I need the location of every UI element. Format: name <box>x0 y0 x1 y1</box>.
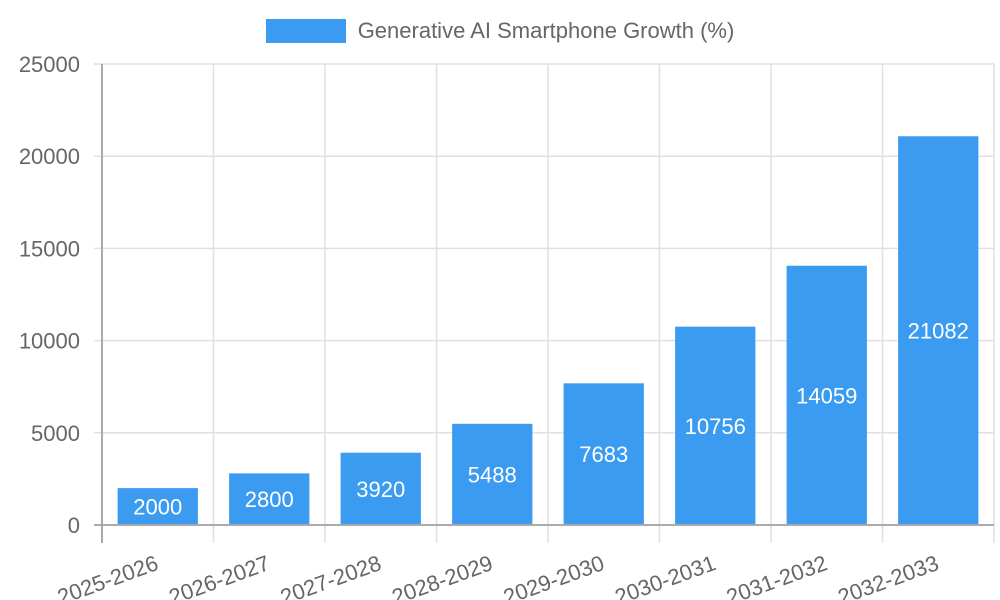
x-tick-label: 2026-2027 <box>166 550 273 600</box>
bar[interactable] <box>117 488 198 525</box>
data-label: 14059 <box>796 383 857 408</box>
y-tick-label: 20000 <box>19 144 80 169</box>
bar[interactable] <box>229 473 310 525</box>
chart-legend: Generative AI Smartphone Growth (%) <box>0 18 1000 44</box>
x-tick-label: 2032-2033 <box>835 550 942 600</box>
data-label: 2800 <box>245 487 294 512</box>
data-label: 10756 <box>685 414 746 439</box>
y-tick-label: 5000 <box>31 421 80 446</box>
y-tick-label: 15000 <box>19 236 80 261</box>
y-axis-ticks: 0 5000 10000 15000 20000 25000 <box>19 52 80 538</box>
bars <box>117 136 979 525</box>
data-label: 7683 <box>579 442 628 467</box>
x-axis-ticks: 2025-2026 2026-2027 2027-2028 2028-2029 2029… <box>54 550 942 600</box>
bar[interactable] <box>675 326 756 525</box>
bar[interactable] <box>452 423 533 525</box>
legend-label[interactable]: Generative AI Smartphone Growth (%) <box>357 18 735 43</box>
x-tick-label: 2027-2028 <box>277 550 384 600</box>
axes <box>94 64 994 543</box>
x-tick-label: 2030-2031 <box>612 550 719 600</box>
bar[interactable] <box>898 136 979 525</box>
legend-swatch[interactable] <box>265 19 346 43</box>
x-tick-label: 2029-2030 <box>500 550 607 600</box>
data-label: 3920 <box>356 477 405 502</box>
y-tick-label: 0 <box>68 513 80 538</box>
x-tick-label: 2025-2026 <box>54 550 161 600</box>
bar[interactable] <box>563 383 644 525</box>
data-label: 21082 <box>908 319 969 344</box>
data-label: 2000 <box>133 495 182 520</box>
y-tick-label: 10000 <box>19 329 80 354</box>
data-labels: 2000 2800 3920 5488 7683 10756 14059 21082 <box>133 319 969 520</box>
data-label: 5488 <box>468 462 517 487</box>
x-tick-label: 2031-2032 <box>723 550 830 600</box>
x-tick-label: 2028-2029 <box>389 550 496 600</box>
bar[interactable] <box>786 265 867 525</box>
bar[interactable] <box>340 452 421 525</box>
y-tick-label: 25000 <box>19 52 80 77</box>
